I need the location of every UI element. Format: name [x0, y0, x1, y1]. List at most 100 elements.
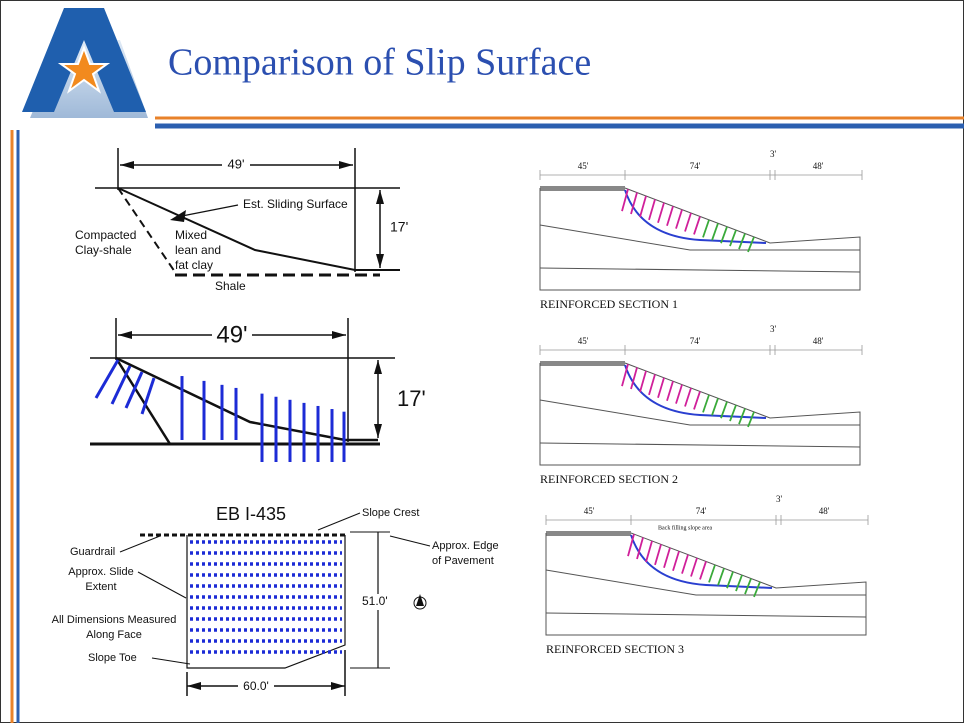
dimension-label: 3'	[776, 494, 783, 504]
reinforcement	[708, 564, 716, 583]
stratum-line	[539, 267, 861, 273]
section-caption: REINFORCED SECTION 3	[546, 642, 684, 656]
label: Est. Sliding Surface	[243, 197, 348, 211]
reinforcement	[630, 192, 638, 215]
soil-nail	[124, 371, 144, 409]
leader	[389, 535, 431, 547]
label: Compacted	[75, 228, 136, 242]
arrow-head	[339, 161, 353, 169]
soil-nail	[94, 359, 120, 399]
arrow-head	[118, 331, 132, 339]
arrow-head	[374, 424, 382, 438]
leader	[181, 204, 239, 217]
dimension-label: 48'	[813, 161, 824, 171]
dashed-boundary	[117, 187, 176, 273]
reinforcement	[720, 401, 728, 419]
arrow-head	[170, 210, 186, 222]
label: Approx. Slide	[68, 566, 133, 578]
section-caption: REINFORCED SECTION 1	[540, 297, 678, 311]
leader	[137, 571, 187, 599]
reinforcement	[684, 212, 692, 232]
arrow-head	[331, 682, 345, 690]
leader	[151, 657, 191, 665]
reinforcement	[729, 229, 737, 247]
reinforcement	[690, 557, 698, 577]
dimension-label: 45'	[578, 336, 589, 346]
reinforcement	[702, 394, 710, 413]
reinforcement	[645, 540, 653, 563]
reinforcement	[648, 199, 656, 221]
label: 49'	[216, 321, 247, 348]
label: Guardrail	[70, 546, 115, 558]
leader	[119, 535, 161, 553]
section-caption: REINFORCED SECTION 2	[540, 472, 678, 486]
soil-nail	[140, 377, 156, 415]
diagrams: 49' 49' 17' Est. Sliding Surface CompactedCl…	[52, 148, 869, 696]
arrow-head	[374, 360, 382, 374]
stratum-line	[539, 224, 860, 251]
reinforcement	[636, 537, 644, 560]
reinforcement	[738, 233, 746, 250]
label-backdrop	[222, 157, 250, 173]
label: fat clay	[175, 258, 213, 272]
reinforcement	[720, 226, 728, 244]
reinforcement	[666, 205, 674, 226]
reinforcement	[726, 571, 734, 589]
reinforcement	[657, 377, 665, 399]
dimension-label: 74'	[696, 506, 707, 516]
label: Clay-shale	[75, 243, 132, 257]
reinforcement	[729, 404, 737, 422]
slide-outline	[186, 535, 346, 669]
compass	[416, 594, 424, 606]
label: Mixed	[175, 228, 207, 242]
soil-nail	[110, 365, 132, 405]
reinforcement	[621, 188, 629, 212]
logo-a	[22, 8, 146, 112]
pavement	[546, 531, 631, 536]
label: lean and	[175, 243, 221, 257]
dimension-label: 48'	[819, 506, 830, 516]
reinforcement	[621, 363, 629, 387]
label: 51.0'	[362, 594, 388, 608]
section-outline	[539, 187, 861, 291]
arrow-head	[376, 254, 384, 268]
leader	[317, 512, 361, 531]
label: All Dimensions Measured	[52, 614, 177, 626]
reinforcement	[693, 391, 701, 410]
dimension-label: 48'	[813, 336, 824, 346]
reinforcement	[639, 195, 647, 218]
label: Slope Toe	[88, 652, 137, 664]
pavement	[540, 361, 625, 366]
dimension-label: 3'	[770, 324, 777, 334]
slide-title: Comparison of Slip Surface	[168, 42, 591, 84]
stratum-line	[545, 612, 867, 618]
slip-surface	[630, 534, 773, 589]
reinforcement	[648, 374, 656, 396]
label: EB I-435	[216, 504, 286, 524]
stratum-line	[539, 442, 861, 448]
label-backdrop	[212, 322, 252, 348]
reinforcement	[663, 547, 671, 569]
label-backdrop	[358, 594, 394, 610]
reinforcement	[693, 216, 701, 235]
section-note: Back filling slope area	[658, 524, 712, 531]
reinforcement	[699, 561, 707, 580]
reinforcement	[681, 554, 689, 574]
label: of Pavement	[432, 555, 494, 567]
label: Extent	[85, 581, 116, 593]
dimension-label: 74'	[690, 336, 701, 346]
reinforcement	[747, 236, 755, 253]
slip-surface	[624, 364, 767, 419]
arrow-head	[187, 682, 201, 690]
reinforcement	[654, 544, 662, 566]
reinforcement	[738, 408, 746, 425]
dimension-label: 74'	[690, 161, 701, 171]
reinforcement	[702, 219, 710, 238]
label-backdrop	[238, 679, 274, 695]
arrow-head	[120, 161, 134, 169]
slip-surface	[624, 189, 767, 244]
reinforcement	[675, 384, 683, 404]
reinforcement	[627, 533, 635, 557]
